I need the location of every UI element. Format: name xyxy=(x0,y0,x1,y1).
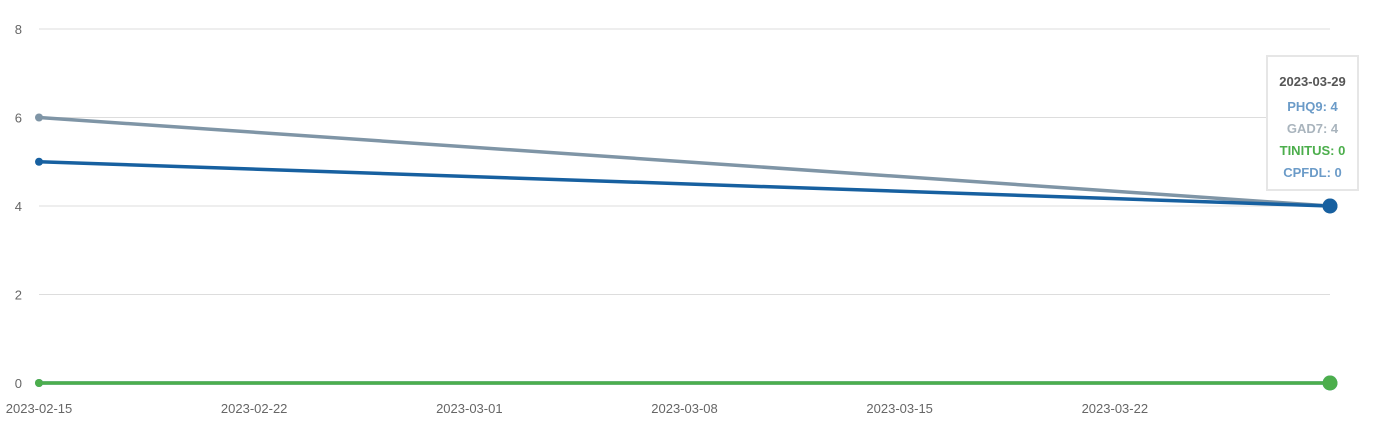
x-tick-label: 2023-02-22 xyxy=(221,401,288,416)
x-tick-label: 2023-03-01 xyxy=(436,401,503,416)
tooltip-row-phq9: PHQ9: 4 xyxy=(1287,99,1338,114)
y-axis-ticks: 0 2 4 6 8 xyxy=(15,22,22,391)
data-point-tinitus[interactable] xyxy=(35,379,43,387)
data-point-tinitus[interactable] xyxy=(1322,375,1338,391)
x-tick-label: 2023-03-22 xyxy=(1082,401,1149,416)
data-point-phq9[interactable] xyxy=(1322,198,1338,214)
x-axis-ticks: 2023-02-15 2023-02-22 2023-03-01 2023-03-08… xyxy=(6,401,1148,416)
y-tick-label: 0 xyxy=(15,376,22,391)
tooltip-row-tinitus: TINITUS: 0 xyxy=(1279,143,1346,158)
x-tick-label: 2023-02-15 xyxy=(6,401,73,416)
data-point-phq9[interactable] xyxy=(35,157,43,166)
grid-lines xyxy=(39,28,1330,295)
series-line-gad7 xyxy=(38,115,1331,208)
y-tick-label: 6 xyxy=(15,111,22,126)
tooltip-row-gad7: GAD7: 4 xyxy=(1286,121,1339,136)
data-point-gad7[interactable] xyxy=(35,113,43,122)
y-tick-label: 4 xyxy=(15,199,22,214)
x-tick-label: 2023-03-15 xyxy=(866,401,933,416)
tooltip-date: 2023-03-29 xyxy=(1279,74,1346,89)
tooltip-row-cpfdl: CPFDL: 0 xyxy=(1283,165,1342,180)
hover-tooltip: 2023-03-29 PHQ9: 4 GAD7: 4 TINITUS: 0 CP… xyxy=(1266,55,1359,191)
y-tick-label: 8 xyxy=(15,22,22,37)
series-line-phq9 xyxy=(38,160,1331,208)
x-tick-label: 2023-03-08 xyxy=(651,401,718,416)
y-tick-label: 2 xyxy=(15,288,22,303)
series-lines xyxy=(35,113,1338,391)
